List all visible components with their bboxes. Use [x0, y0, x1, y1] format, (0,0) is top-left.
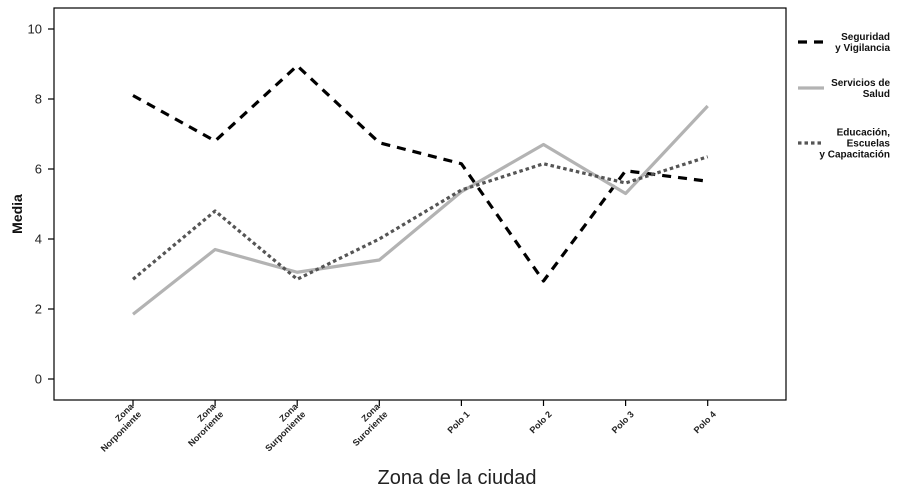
series-layer — [131, 64, 709, 316]
y-tick-label: 10 — [28, 22, 42, 37]
x-tick-label: Polo 4 — [692, 409, 718, 435]
y-tick-label: 2 — [35, 302, 42, 317]
legend-label-1: Seguridad y Vigilancia — [835, 32, 890, 54]
legend-label-2: Servicios de Salud — [831, 78, 890, 100]
y-tick-label: 8 — [35, 92, 42, 107]
x-tick-label: ZonaNororiente — [178, 401, 226, 449]
y-tick-label: 0 — [35, 372, 42, 387]
x-axis-title: Zona de la ciudad — [377, 467, 536, 489]
x-tick-label: ZonaSuroriente — [343, 401, 390, 448]
x-tick-label: ZonaNorponiente — [91, 401, 144, 454]
y-axis: 0 2 4 6 8 10 — [28, 22, 54, 387]
x-axis: ZonaNorponiente ZonaNororiente ZonaSurponi… — [91, 400, 718, 454]
y-tick-label: 6 — [35, 162, 42, 177]
x-tick-label: ZonaSurponiente — [255, 401, 308, 454]
legend-label-3: Educación, Escuelas y Capacitación — [819, 128, 890, 161]
y-tick-label: 4 — [35, 232, 42, 247]
series-line-2 — [132, 104, 709, 316]
plot-frame — [53, 7, 787, 401]
series-line-3 — [131, 155, 709, 281]
x-tick-label: Polo 1 — [445, 409, 471, 435]
y-axis-title: Media — [9, 194, 25, 234]
legend: Seguridad y Vigilancia Servicios de Salud Ed… — [798, 32, 890, 161]
x-tick-label: Polo 3 — [610, 409, 636, 435]
x-tick-label: Polo 2 — [528, 409, 554, 435]
series-line-1 — [132, 64, 708, 283]
